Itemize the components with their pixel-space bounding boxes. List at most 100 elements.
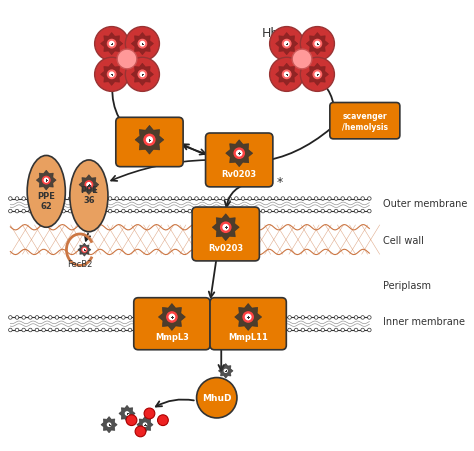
Circle shape: [55, 316, 59, 319]
Circle shape: [108, 71, 116, 79]
Circle shape: [308, 328, 311, 332]
Circle shape: [347, 316, 351, 319]
Circle shape: [142, 328, 145, 332]
Circle shape: [9, 316, 12, 319]
Circle shape: [281, 316, 285, 319]
Circle shape: [221, 210, 225, 213]
Circle shape: [221, 316, 225, 319]
Circle shape: [220, 223, 231, 233]
Circle shape: [334, 328, 338, 332]
Circle shape: [82, 210, 85, 213]
Circle shape: [301, 328, 305, 332]
Circle shape: [101, 197, 105, 201]
Text: MmpL11: MmpL11: [228, 332, 268, 341]
Circle shape: [125, 28, 159, 61]
Text: Outer membrane: Outer membrane: [383, 198, 467, 208]
Text: PPE
36: PPE 36: [80, 185, 98, 205]
Circle shape: [42, 316, 46, 319]
Circle shape: [175, 197, 178, 201]
Circle shape: [148, 210, 152, 213]
Circle shape: [328, 210, 331, 213]
Circle shape: [281, 210, 285, 213]
Circle shape: [270, 28, 304, 61]
Circle shape: [261, 210, 265, 213]
Polygon shape: [219, 364, 233, 378]
Circle shape: [9, 197, 12, 201]
Circle shape: [248, 197, 252, 201]
Polygon shape: [78, 244, 91, 257]
Polygon shape: [131, 33, 154, 55]
Circle shape: [182, 197, 185, 201]
Circle shape: [75, 210, 79, 213]
Circle shape: [255, 328, 258, 332]
Circle shape: [221, 328, 225, 332]
Circle shape: [48, 316, 52, 319]
Ellipse shape: [27, 156, 65, 228]
Polygon shape: [158, 304, 185, 331]
Circle shape: [274, 210, 278, 213]
Circle shape: [228, 328, 231, 332]
Circle shape: [144, 135, 155, 146]
Circle shape: [248, 328, 252, 332]
Circle shape: [15, 210, 19, 213]
Circle shape: [354, 197, 358, 201]
Circle shape: [22, 197, 26, 201]
Circle shape: [301, 197, 305, 201]
Circle shape: [195, 316, 198, 319]
Circle shape: [148, 316, 152, 319]
Circle shape: [261, 316, 265, 319]
Circle shape: [208, 210, 211, 213]
Circle shape: [188, 210, 191, 213]
FancyBboxPatch shape: [330, 103, 400, 139]
Circle shape: [22, 210, 26, 213]
Circle shape: [82, 316, 85, 319]
Circle shape: [347, 210, 351, 213]
Circle shape: [283, 40, 291, 49]
Circle shape: [155, 328, 158, 332]
Circle shape: [255, 197, 258, 201]
Circle shape: [188, 316, 191, 319]
Circle shape: [182, 316, 185, 319]
Circle shape: [283, 71, 291, 79]
Circle shape: [42, 197, 46, 201]
Circle shape: [62, 328, 65, 332]
Circle shape: [208, 328, 211, 332]
Circle shape: [270, 58, 304, 92]
Circle shape: [241, 328, 245, 332]
Circle shape: [15, 197, 19, 201]
Circle shape: [101, 328, 105, 332]
Circle shape: [274, 316, 278, 319]
Circle shape: [68, 316, 72, 319]
Circle shape: [224, 369, 227, 373]
Circle shape: [248, 316, 252, 319]
Circle shape: [148, 328, 152, 332]
Circle shape: [121, 328, 125, 332]
Circle shape: [162, 316, 165, 319]
Circle shape: [341, 316, 345, 319]
Circle shape: [82, 328, 85, 332]
Text: Rv0203: Rv0203: [222, 170, 257, 179]
Circle shape: [155, 197, 158, 201]
Circle shape: [274, 197, 278, 201]
Circle shape: [28, 328, 32, 332]
Circle shape: [82, 248, 87, 253]
Circle shape: [268, 210, 272, 213]
Circle shape: [125, 58, 159, 92]
Circle shape: [75, 316, 79, 319]
Circle shape: [48, 328, 52, 332]
Circle shape: [313, 40, 321, 49]
Circle shape: [182, 328, 185, 332]
Circle shape: [314, 316, 318, 319]
Circle shape: [108, 210, 112, 213]
Circle shape: [168, 316, 172, 319]
Circle shape: [82, 197, 85, 201]
Polygon shape: [100, 33, 123, 55]
Circle shape: [175, 316, 178, 319]
Polygon shape: [226, 140, 253, 167]
Circle shape: [42, 210, 46, 213]
Circle shape: [88, 316, 92, 319]
Circle shape: [95, 328, 99, 332]
Circle shape: [155, 316, 158, 319]
Circle shape: [22, 316, 26, 319]
Circle shape: [195, 197, 198, 201]
